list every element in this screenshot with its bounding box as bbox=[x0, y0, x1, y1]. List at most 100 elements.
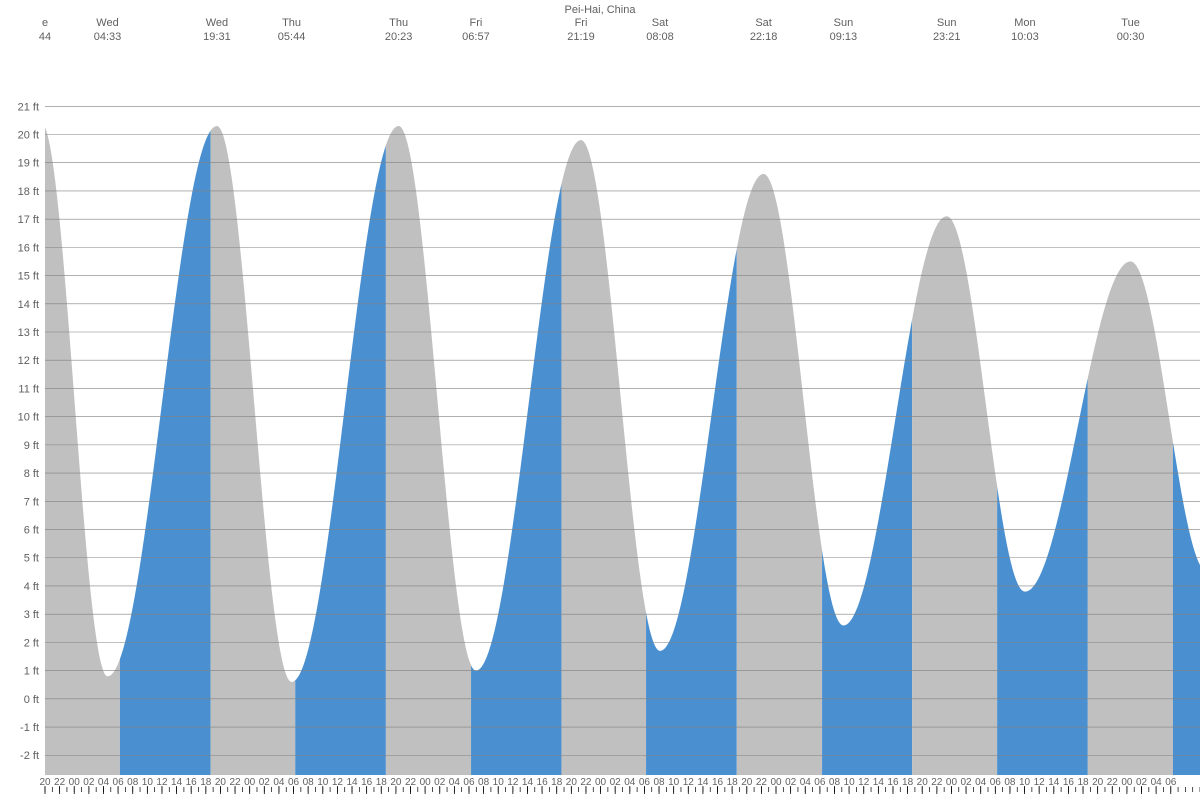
event-time: 21:19 bbox=[567, 31, 595, 43]
x-tick-label: 08 bbox=[127, 777, 139, 788]
x-tick-label: 14 bbox=[1048, 777, 1060, 788]
x-tick-label: 16 bbox=[361, 777, 373, 788]
y-tick-label: 4 ft bbox=[24, 581, 39, 593]
event-time: 09:13 bbox=[830, 31, 858, 43]
x-tick-label: 16 bbox=[712, 777, 724, 788]
chart-title: Pei-Hai, China bbox=[565, 4, 637, 16]
x-tick-label: 20 bbox=[741, 777, 753, 788]
x-tick-label: 10 bbox=[1019, 777, 1031, 788]
x-tick-label: 06 bbox=[113, 777, 125, 788]
x-tick-label: 02 bbox=[961, 777, 973, 788]
y-tick-label: 13 ft bbox=[18, 327, 39, 339]
y-tick-label: 14 ft bbox=[18, 299, 39, 311]
x-tick-label: 20 bbox=[39, 777, 51, 788]
x-tick-label: 06 bbox=[1165, 777, 1177, 788]
x-tick-label: 06 bbox=[639, 777, 651, 788]
x-tick-label: 02 bbox=[434, 777, 446, 788]
event-day: Sun bbox=[834, 17, 854, 29]
y-tick-label: 16 ft bbox=[18, 242, 39, 254]
event-day: Fri bbox=[470, 17, 483, 29]
x-tick-label: 22 bbox=[580, 777, 592, 788]
x-tick-label: 04 bbox=[273, 777, 285, 788]
y-tick-label: 2 ft bbox=[24, 637, 39, 649]
x-tick-label: 22 bbox=[931, 777, 943, 788]
x-tick-label: 20 bbox=[917, 777, 929, 788]
x-tick-label: 20 bbox=[1092, 777, 1104, 788]
x-tick-label: 20 bbox=[390, 777, 402, 788]
x-tick-label: 18 bbox=[376, 777, 388, 788]
y-tick-label: 21 ft bbox=[18, 101, 39, 113]
x-tick-label: 10 bbox=[317, 777, 329, 788]
event-day: Wed bbox=[206, 17, 228, 29]
x-tick-label: 12 bbox=[332, 777, 344, 788]
x-tick-label: 02 bbox=[610, 777, 622, 788]
x-tick-label: 00 bbox=[420, 777, 432, 788]
event-day: e bbox=[42, 17, 48, 29]
y-tick-label: 7 ft bbox=[24, 496, 39, 508]
x-tick-label: 00 bbox=[1121, 777, 1133, 788]
x-tick-label: 04 bbox=[98, 777, 110, 788]
event-day: Sat bbox=[652, 17, 669, 29]
x-tick-label: 00 bbox=[595, 777, 607, 788]
y-tick-label: 8 ft bbox=[24, 468, 39, 480]
x-tick-label: 06 bbox=[463, 777, 475, 788]
event-time: 05:44 bbox=[278, 31, 306, 43]
x-tick-label: 06 bbox=[990, 777, 1002, 788]
x-tick-label: 22 bbox=[1107, 777, 1119, 788]
x-tick-label: 18 bbox=[902, 777, 914, 788]
x-tick-label: 02 bbox=[259, 777, 271, 788]
x-tick-label: 08 bbox=[1004, 777, 1016, 788]
x-tick-label: 22 bbox=[756, 777, 768, 788]
x-tick-label: 14 bbox=[522, 777, 534, 788]
x-tick-label: 08 bbox=[303, 777, 315, 788]
x-tick-label: 04 bbox=[975, 777, 987, 788]
x-tick-label: 22 bbox=[405, 777, 417, 788]
x-tick-label: 16 bbox=[537, 777, 549, 788]
x-tick-label: 10 bbox=[142, 777, 154, 788]
y-tick-label: 17 ft bbox=[18, 214, 39, 226]
x-tick-label: 18 bbox=[200, 777, 212, 788]
x-tick-label: 14 bbox=[171, 777, 183, 788]
x-tick-label: 06 bbox=[288, 777, 300, 788]
tide-chart: -2 ft-1 ft0 ft1 ft2 ft3 ft4 ft5 ft6 ft7 … bbox=[0, 0, 1200, 800]
x-tick-label: 20 bbox=[215, 777, 227, 788]
x-tick-label: 12 bbox=[683, 777, 695, 788]
x-tick-label: 08 bbox=[478, 777, 490, 788]
event-time: 06:57 bbox=[462, 31, 490, 43]
y-tick-label: 11 ft bbox=[18, 383, 39, 395]
x-tick-label: 06 bbox=[814, 777, 826, 788]
event-day: Wed bbox=[96, 17, 118, 29]
y-tick-label: 20 ft bbox=[18, 130, 39, 142]
x-tick-label: 00 bbox=[770, 777, 782, 788]
event-day: Sun bbox=[937, 17, 957, 29]
event-time: 10:03 bbox=[1011, 31, 1039, 43]
y-tick-label: 0 ft bbox=[24, 694, 39, 706]
y-tick-label: 1 ft bbox=[24, 666, 39, 678]
event-time: 22:18 bbox=[750, 31, 778, 43]
x-tick-label: 04 bbox=[1151, 777, 1163, 788]
y-tick-label: -1 ft bbox=[20, 722, 39, 734]
event-time: 20:23 bbox=[385, 31, 413, 43]
event-day: Fri bbox=[575, 17, 588, 29]
event-day: Thu bbox=[282, 17, 301, 29]
event-day: Tue bbox=[1121, 17, 1140, 29]
x-tick-label: 18 bbox=[1077, 777, 1089, 788]
y-tick-label: 9 ft bbox=[24, 440, 39, 452]
event-time: 23:21 bbox=[933, 31, 961, 43]
x-tick-label: 00 bbox=[69, 777, 81, 788]
y-tick-label: 19 ft bbox=[18, 158, 39, 170]
y-tick-label: 6 ft bbox=[24, 525, 39, 537]
y-tick-label: 12 ft bbox=[18, 355, 39, 367]
x-tick-label: 10 bbox=[668, 777, 680, 788]
x-tick-label: 04 bbox=[624, 777, 636, 788]
event-day: Sat bbox=[755, 17, 772, 29]
x-tick-label: 20 bbox=[566, 777, 578, 788]
y-tick-label: 3 ft bbox=[24, 609, 39, 621]
x-tick-label: 22 bbox=[230, 777, 242, 788]
x-tick-label: 02 bbox=[785, 777, 797, 788]
x-tick-label: 14 bbox=[873, 777, 885, 788]
x-tick-label: 08 bbox=[829, 777, 841, 788]
event-time: 44 bbox=[39, 31, 51, 43]
y-tick-label: 15 ft bbox=[18, 271, 39, 283]
x-tick-label: 16 bbox=[887, 777, 899, 788]
